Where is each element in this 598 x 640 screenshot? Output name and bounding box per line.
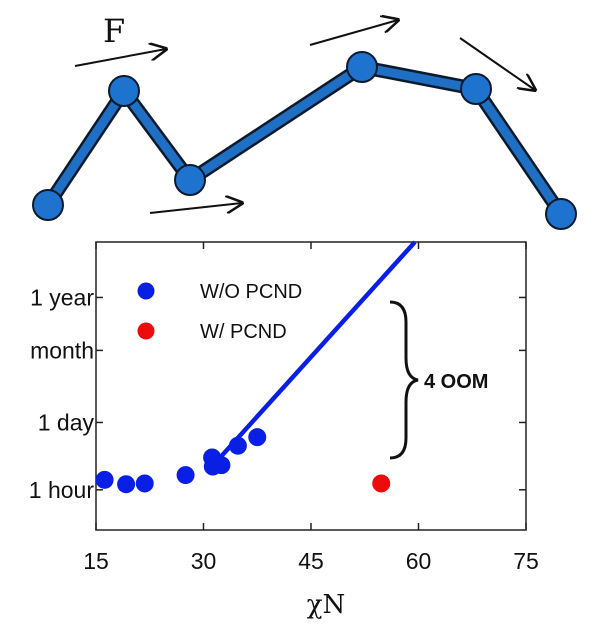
x-tick-label: 30 <box>191 548 217 574</box>
force-arrow <box>459 37 535 90</box>
chain-bead <box>32 189 64 221</box>
legend-marker-blue <box>137 282 155 300</box>
chain-bead <box>174 164 206 196</box>
chain-bead <box>346 51 378 83</box>
oom-label: 4 OOM <box>424 371 488 393</box>
data-point-without-pcnd <box>117 475 136 494</box>
oom-annotation: 4 OOM <box>389 300 488 460</box>
data-point-without-pcnd <box>212 456 231 475</box>
chain-bead <box>460 73 492 105</box>
x-axis-label: χN <box>307 590 346 620</box>
curly-brace-icon <box>389 300 419 460</box>
x-tick-label: 45 <box>298 548 324 574</box>
data-point-without-pcnd <box>176 466 195 485</box>
chain-backbone <box>43 62 566 219</box>
chart-layer: 15 30 45 60 75 1 hour 1 day month 1 year <box>29 240 539 574</box>
fit-line <box>208 240 417 470</box>
data-point-without-pcnd <box>248 428 267 447</box>
x-tick-label: 75 <box>513 548 539 574</box>
chart: 15 30 45 60 75 1 hour 1 day month 1 year W/O PCN… <box>29 240 539 620</box>
polymer-chain-diagram: F <box>32 12 577 230</box>
force-arrow <box>74 49 166 67</box>
x-tick-label: 15 <box>83 548 109 574</box>
legend: W/O PCND W/ PCND <box>137 281 302 343</box>
y-tick-label: 1 hour <box>29 477 95 503</box>
y-tick-label: 1 day <box>38 409 95 435</box>
legend-label: W/O PCND <box>200 281 302 303</box>
y-tick-label: 1 year <box>30 284 94 310</box>
y-tick-label: month <box>30 337 94 363</box>
data-point-with-pcnd <box>372 474 391 493</box>
legend-label: W/ PCND <box>200 321 287 343</box>
chain-bead <box>108 75 140 107</box>
legend-marker-red <box>137 322 155 340</box>
chain-bead <box>545 198 577 230</box>
data-point-without-pcnd <box>95 470 114 489</box>
data-point-without-pcnd <box>228 436 247 455</box>
data-point-without-pcnd <box>135 474 154 493</box>
x-tick-label: 60 <box>406 548 432 574</box>
force-arrow <box>149 203 242 214</box>
force-label: F <box>103 12 125 50</box>
force-arrow <box>309 20 398 46</box>
